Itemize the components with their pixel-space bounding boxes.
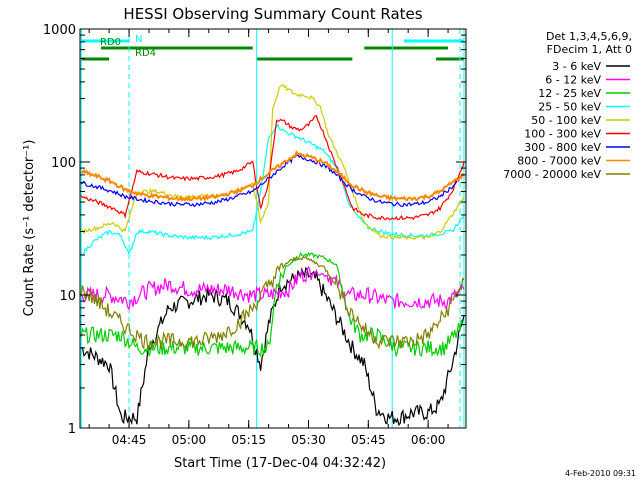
- series-line-4: [81, 83, 465, 241]
- series-line-2: [80, 251, 465, 358]
- legend-header-1: FDecim 1, Att 0: [547, 43, 632, 56]
- y-tick-label-0: 1: [68, 422, 76, 437]
- series-line-7: [80, 150, 465, 203]
- x-tick-label-5: 06:00: [411, 433, 446, 447]
- legend-header-0: Det 1,3,4,5,6,9,: [546, 30, 632, 43]
- legend-label-3: 25 - 50 keV: [538, 101, 601, 114]
- legend-label-6: 300 - 800 keV: [524, 141, 601, 154]
- footer-timestamp: 4-Feb-2010 09:31: [565, 469, 636, 478]
- legend-label-5: 100 - 300 keV: [524, 128, 601, 141]
- vertical-markers: [80, 29, 465, 428]
- series-line-0: [81, 266, 465, 427]
- x-tick-label-4: 05:45: [351, 433, 386, 447]
- legend-label-1: 6 - 12 keV: [545, 74, 601, 87]
- legend-label-2: 12 - 25 keV: [538, 87, 601, 100]
- x-tick-label-0: 04:45: [112, 433, 147, 447]
- axes: 04:45 05:00 05:15 05:30 05:45 06:00 1 10 100 1000: [43, 23, 466, 447]
- x-tick-label-2: 05:15: [231, 433, 266, 447]
- x-tick-label-1: 05:00: [172, 433, 207, 447]
- plot-frame: [79, 28, 467, 429]
- annotation-label-N: N: [135, 34, 142, 45]
- legend: Det 1,3,4,5,6,9,FDecim 1, Att 0 3 - 6 keV…: [503, 30, 632, 181]
- series-line-3: [80, 123, 465, 257]
- series-line-6: [80, 154, 465, 208]
- legend-label-4: 50 - 100 keV: [531, 114, 601, 127]
- x-axis-label: Start Time (17-Dec-04 04:32:42): [174, 456, 386, 471]
- y-tick-label-1: 10: [59, 289, 76, 304]
- y-tick-label-2: 100: [51, 156, 76, 171]
- annotation-bars: N RD0 RD4: [81, 34, 465, 61]
- series-line-5: [80, 114, 465, 221]
- series-line-1: [80, 265, 465, 311]
- y-tick-label-3: 1000: [43, 23, 76, 38]
- legend-label-0: 3 - 6 keV: [552, 60, 601, 73]
- series-lines: [80, 83, 465, 427]
- annotation-label-RD4: RD4: [135, 48, 156, 59]
- y-axis-label: Count Rate (s⁻¹ detector⁻¹): [22, 140, 37, 317]
- legend-label-7: 800 - 7000 keV: [517, 155, 601, 168]
- x-tick-label-3: 05:30: [291, 433, 326, 447]
- legend-label-8: 7000 - 20000 keV: [503, 168, 601, 181]
- series-line-8: [80, 255, 465, 351]
- annotation-label-RD0: RD0: [100, 37, 121, 48]
- chart-title: HESSI Observing Summary Count Rates: [123, 5, 422, 23]
